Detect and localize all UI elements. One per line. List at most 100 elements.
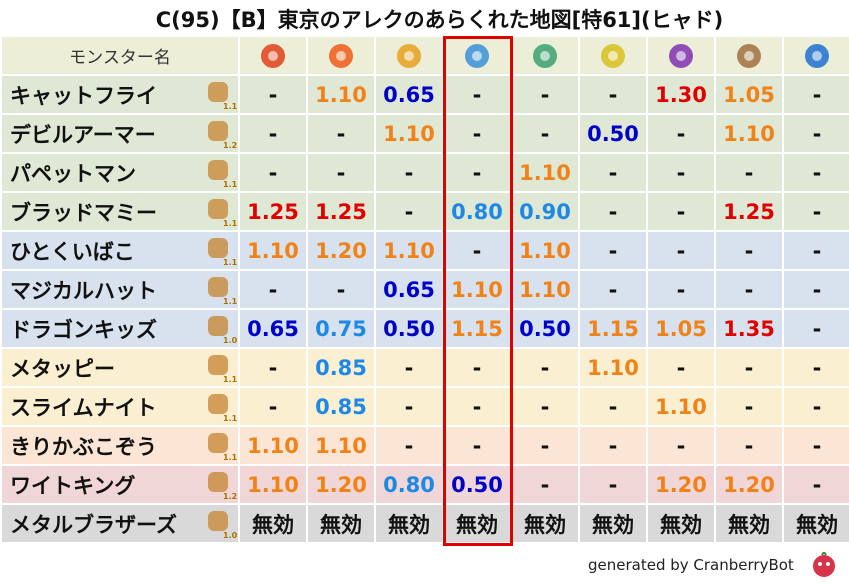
value-cell: 1.10 xyxy=(648,388,714,425)
value-cell: 1.10 xyxy=(444,271,510,308)
header-icon-cell xyxy=(376,37,442,74)
monster-name: ブラッドマミー xyxy=(10,200,157,225)
monster-icon xyxy=(204,352,232,378)
monster-level: 1.1 xyxy=(223,375,238,384)
row-background xyxy=(2,427,238,464)
value-cell: 1.20 xyxy=(308,466,374,503)
value-cell: 無効 xyxy=(444,505,510,542)
header-icon-cell xyxy=(648,37,714,74)
value-cell: - xyxy=(716,154,782,191)
monster-level: 1.1 xyxy=(223,414,238,423)
value-cell: 無効 xyxy=(784,505,849,542)
value-cell: 無効 xyxy=(580,505,646,542)
value-cell: - xyxy=(648,232,714,269)
monster-icon-shape xyxy=(208,82,228,102)
header-icon-cell xyxy=(512,37,578,74)
row-background xyxy=(2,349,238,386)
element-icon xyxy=(601,43,625,68)
value-cell: 1.25 xyxy=(308,193,374,230)
value-cell: - xyxy=(444,76,510,113)
monster-icon xyxy=(204,430,232,456)
value-cell: 1.10 xyxy=(240,232,306,269)
value-cell: - xyxy=(784,271,849,308)
value-cell: 0.85 xyxy=(308,349,374,386)
element-icon xyxy=(465,43,489,68)
value-cell: - xyxy=(784,349,849,386)
row-background xyxy=(2,154,238,191)
header-name: モンスター名 xyxy=(2,37,238,74)
monster-icon-shape xyxy=(208,394,228,414)
value-cell: - xyxy=(784,466,849,503)
value-cell: 0.85 xyxy=(308,388,374,425)
value-cell: 1.10 xyxy=(716,115,782,152)
monster-icon xyxy=(204,508,232,534)
value-cell: - xyxy=(376,154,442,191)
value-cell: - xyxy=(784,232,849,269)
value-cell: - xyxy=(784,154,849,191)
monster-icon-shape xyxy=(208,160,228,180)
value-cell: 0.50 xyxy=(580,115,646,152)
value-cell: 1.15 xyxy=(444,310,510,347)
value-cell: - xyxy=(580,154,646,191)
row-background xyxy=(2,232,238,269)
element-icon xyxy=(533,43,557,68)
value-cell: 1.10 xyxy=(240,466,306,503)
value-cell: 1.25 xyxy=(240,193,306,230)
header-icon-cell xyxy=(308,37,374,74)
monster-level: 1.1 xyxy=(223,258,238,267)
value-cell: 0.75 xyxy=(308,310,374,347)
monster-name: ひとくいばこ xyxy=(10,239,135,264)
value-cell: - xyxy=(376,427,442,464)
value-cell: - xyxy=(580,466,646,503)
value-cell: - xyxy=(648,427,714,464)
value-cell: - xyxy=(784,76,849,113)
header-icon-cell xyxy=(444,37,510,74)
value-cell: - xyxy=(784,427,849,464)
value-cell: - xyxy=(308,271,374,308)
value-cell: - xyxy=(240,76,306,113)
highlight-column xyxy=(443,36,513,546)
value-cell: 1.10 xyxy=(580,349,646,386)
monster-icon-shape xyxy=(208,316,228,336)
monster-icon xyxy=(204,469,232,495)
value-cell: - xyxy=(512,388,578,425)
row-background xyxy=(2,271,238,308)
value-cell: - xyxy=(716,271,782,308)
row-background xyxy=(2,466,238,503)
value-cell: 0.65 xyxy=(240,310,306,347)
value-cell: 1.10 xyxy=(376,232,442,269)
value-cell: 0.80 xyxy=(376,466,442,503)
value-cell: - xyxy=(376,388,442,425)
value-cell: 0.50 xyxy=(512,310,578,347)
monster-icon-shape xyxy=(208,277,228,297)
value-cell: 1.35 xyxy=(716,310,782,347)
value-cell: - xyxy=(512,76,578,113)
value-cell: - xyxy=(444,388,510,425)
monster-level: 1.0 xyxy=(223,531,238,540)
monster-icon-shape xyxy=(208,238,228,258)
header-icon-cell xyxy=(580,37,646,74)
monster-name: スライムナイト xyxy=(10,395,157,420)
value-cell: - xyxy=(512,349,578,386)
value-cell: - xyxy=(716,349,782,386)
value-cell: 0.65 xyxy=(376,271,442,308)
value-cell: - xyxy=(512,427,578,464)
header-icon-cell xyxy=(240,37,306,74)
value-cell: - xyxy=(240,115,306,152)
monster-name: ドラゴンキッズ xyxy=(10,317,157,342)
row-background xyxy=(2,505,238,542)
value-cell: 0.65 xyxy=(376,76,442,113)
value-cell: 無効 xyxy=(716,505,782,542)
row-background xyxy=(2,310,238,347)
value-cell: 0.90 xyxy=(512,193,578,230)
value-cell: 1.10 xyxy=(308,427,374,464)
monster-icon xyxy=(204,118,232,144)
monster-level: 1.1 xyxy=(223,180,238,189)
value-cell: - xyxy=(376,193,442,230)
value-cell: - xyxy=(580,232,646,269)
value-cell: 無効 xyxy=(240,505,306,542)
value-cell: 0.50 xyxy=(444,466,510,503)
value-cell: - xyxy=(580,427,646,464)
element-icon xyxy=(737,43,761,68)
